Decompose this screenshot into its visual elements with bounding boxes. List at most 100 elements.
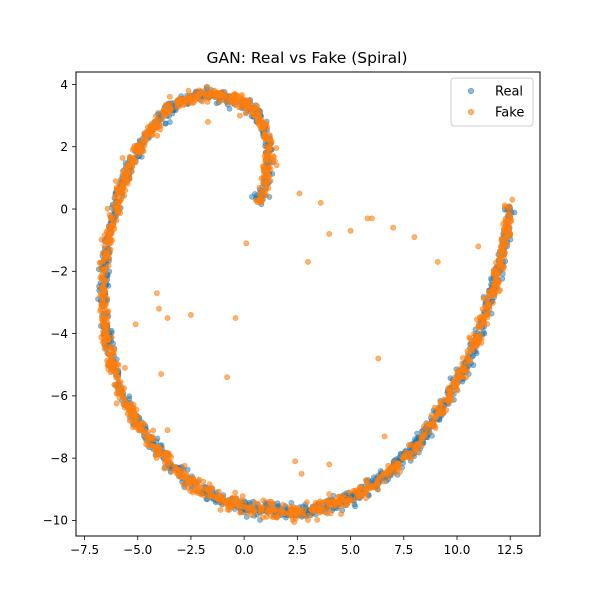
fake-point	[355, 490, 362, 497]
fake-point	[124, 162, 130, 169]
fake-point	[262, 187, 269, 194]
fake-point	[273, 145, 280, 151]
fake-point	[490, 287, 497, 293]
fake-point	[149, 442, 156, 449]
legend-label-fake: Fake	[495, 106, 524, 121]
fake-point	[184, 484, 191, 491]
y-tick-label: −6	[50, 389, 68, 403]
fake-point	[298, 470, 305, 477]
fake-point	[357, 483, 363, 490]
fake-point	[246, 97, 252, 104]
fake-point	[495, 270, 502, 277]
fake-point	[232, 489, 239, 496]
fake-point	[121, 192, 128, 199]
fake-point	[259, 119, 266, 126]
fake-point	[239, 493, 246, 500]
fake-point	[400, 455, 407, 462]
fake-point	[131, 417, 138, 423]
fake-point	[256, 198, 263, 205]
fake-point	[502, 249, 508, 256]
fake-point	[154, 132, 161, 139]
fake-point	[387, 467, 394, 474]
fake-point	[451, 380, 458, 387]
fake-point	[474, 341, 480, 348]
fake-point	[194, 94, 201, 100]
fake-point	[380, 478, 387, 485]
fake-point	[113, 400, 120, 407]
plot-area	[75, 71, 541, 537]
fake-point	[241, 98, 247, 105]
fake-point	[205, 118, 211, 125]
fake-point	[374, 480, 381, 486]
fake-point	[263, 173, 270, 179]
fake-point	[143, 134, 150, 141]
fake-point	[288, 511, 294, 518]
fake-point	[147, 123, 154, 130]
fake-point	[105, 237, 111, 244]
fake-point	[491, 273, 498, 279]
fake-point	[111, 360, 117, 367]
fake-point	[168, 468, 175, 475]
fake-point	[198, 485, 205, 491]
fake-point	[305, 259, 311, 265]
fake-point	[105, 308, 112, 315]
fake-point	[119, 155, 126, 161]
fake-point	[246, 104, 253, 110]
fake-point	[217, 506, 224, 513]
fake-point	[375, 355, 382, 362]
y-tick-label: −8	[50, 451, 68, 465]
fake-point	[122, 364, 128, 371]
fake-point	[98, 236, 105, 243]
x-tick-label: 0.0	[235, 543, 254, 557]
fake-point	[151, 118, 158, 125]
fake-point	[443, 407, 450, 413]
fake-point	[102, 254, 109, 260]
fake-point	[222, 91, 228, 98]
fake-point	[148, 434, 155, 440]
fake-point	[304, 499, 310, 506]
fake-point	[136, 145, 142, 151]
fake-point	[123, 177, 130, 183]
fake-point	[414, 441, 421, 448]
fake-point	[101, 278, 108, 285]
fake-point	[317, 498, 324, 505]
fake-point	[395, 460, 401, 467]
fake-point	[378, 473, 385, 479]
fake-point	[166, 109, 173, 116]
fake-point	[338, 511, 344, 517]
fake-point	[141, 140, 148, 146]
fake-point	[260, 163, 267, 170]
fake-point	[224, 374, 231, 381]
fake-point	[327, 510, 334, 517]
fake-point	[256, 184, 263, 191]
fake-point	[264, 166, 271, 173]
fake-point	[153, 113, 159, 119]
fake-point	[270, 154, 277, 161]
y-axis: 4 2 0 −2 −4 −6 −8 −10	[43, 78, 76, 528]
fake-point	[259, 514, 266, 521]
fake-point	[501, 231, 507, 237]
fake-point	[266, 143, 273, 150]
fake-point	[262, 158, 269, 165]
y-tick-label: 2	[60, 140, 68, 154]
fake-point	[198, 491, 205, 498]
fake-point	[98, 302, 105, 309]
fake-point	[493, 259, 499, 266]
fake-point	[425, 429, 432, 435]
fake-point	[191, 487, 198, 494]
fake-point	[237, 509, 244, 516]
fake-point	[506, 203, 513, 210]
fake-point	[159, 116, 166, 122]
y-tick-label: 4	[60, 78, 68, 92]
fake-point	[185, 87, 192, 94]
fake-point	[204, 83, 211, 90]
fake-point	[311, 506, 318, 513]
fake-point	[263, 192, 270, 199]
fake-point	[408, 455, 414, 462]
fake-point	[144, 429, 151, 435]
fake-point	[143, 441, 150, 448]
fake-point	[101, 266, 108, 273]
fake-point	[280, 501, 287, 508]
fake-point	[272, 506, 279, 513]
fake-point	[326, 231, 333, 237]
